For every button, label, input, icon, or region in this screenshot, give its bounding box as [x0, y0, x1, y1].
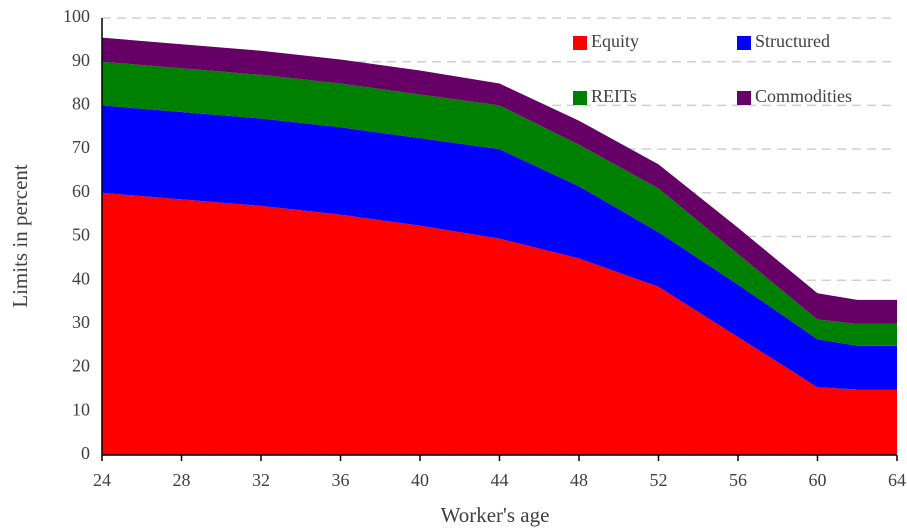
area: [102, 37, 897, 324]
x-axis-title: Worker's age: [441, 503, 550, 527]
y-axis-title: Limits in percent: [8, 164, 32, 308]
area: [102, 192, 897, 456]
area: [102, 61, 897, 346]
y-tick-label: 80: [72, 94, 90, 114]
x-tick-label: 40: [411, 470, 429, 490]
y-tick-label: 30: [72, 312, 90, 332]
y-tick-label: 20: [72, 356, 90, 376]
y-tick-label: 60: [72, 181, 90, 201]
area: [102, 105, 897, 390]
x-tick-label: 60: [809, 470, 827, 490]
x-tick-label: 52: [650, 470, 668, 490]
y-tick-label: 100: [63, 6, 90, 26]
legend-swatch: [737, 36, 751, 50]
y-tick-label: 50: [72, 225, 90, 245]
legend-label: REITs: [591, 86, 637, 106]
x-tick-label: 28: [173, 470, 191, 490]
y-tick-label: 0: [81, 443, 90, 463]
x-tick-label: 36: [332, 470, 350, 490]
legend-label: Commodities: [755, 86, 852, 106]
legend-label: Structured: [755, 31, 830, 51]
y-tick-label: 40: [72, 268, 90, 288]
legend-swatch: [737, 91, 751, 105]
x-tick-label: 32: [252, 470, 270, 490]
x-tick-label: 44: [491, 470, 509, 490]
legend-swatch: [573, 91, 587, 105]
x-tick-label: 64: [888, 470, 906, 490]
legend-swatch: [573, 36, 587, 50]
y-tick-label: 10: [72, 399, 90, 419]
y-tick-label: 70: [72, 137, 90, 157]
x-tick-label: 24: [93, 470, 111, 490]
x-tick-label: 56: [729, 470, 747, 490]
legend-label: Equity: [591, 31, 639, 51]
x-tick-label: 48: [570, 470, 588, 490]
y-tick-label: 90: [72, 50, 90, 70]
